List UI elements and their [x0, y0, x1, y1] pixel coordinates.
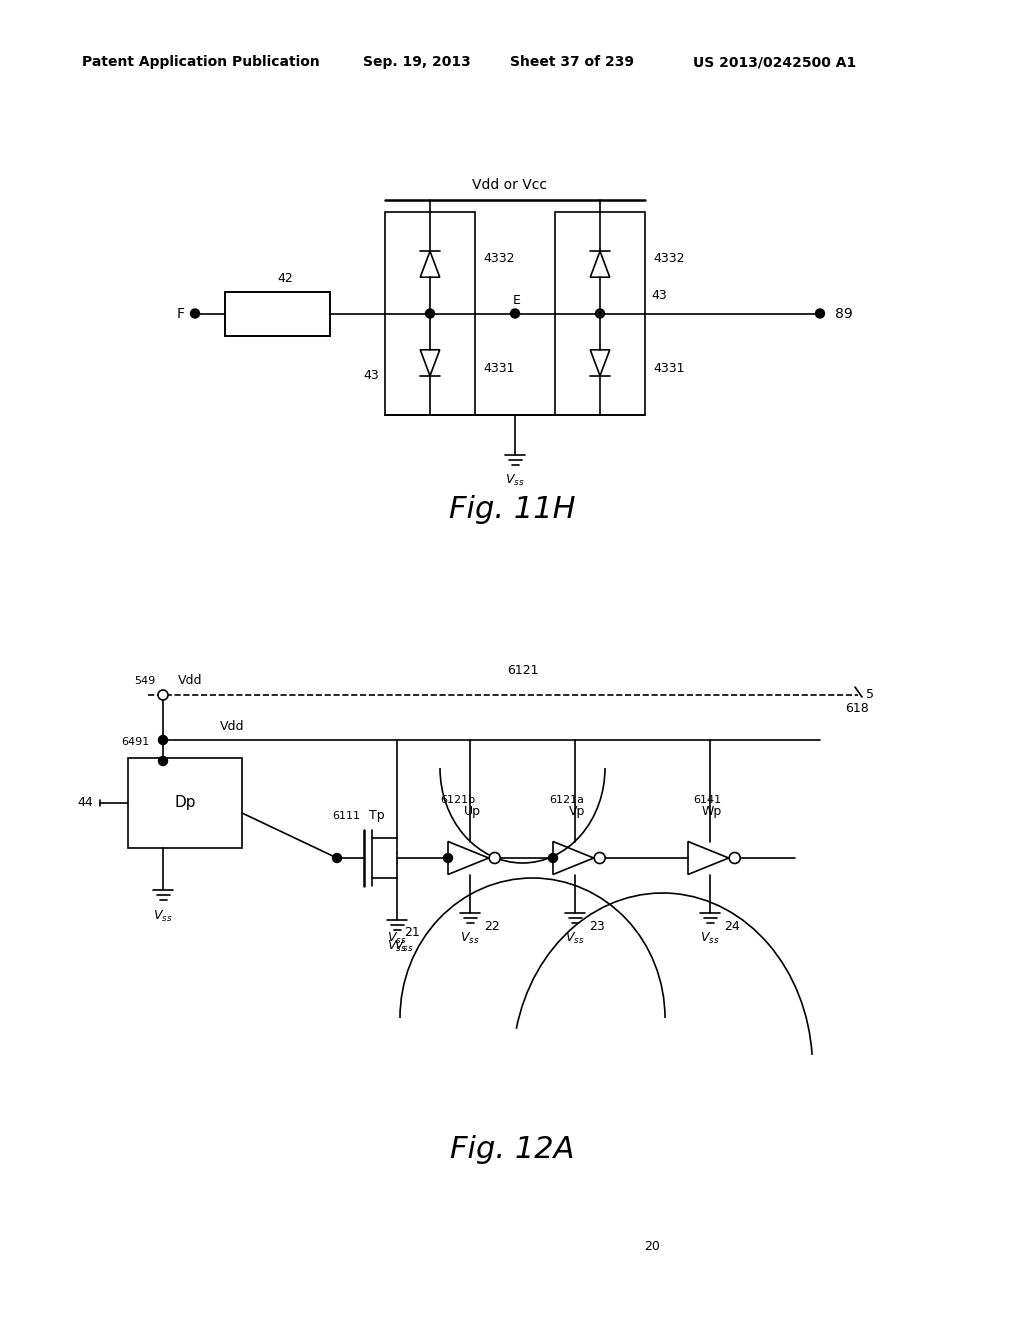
Bar	[225, 292, 330, 335]
Bar	[128, 758, 242, 847]
Text: US 2013/0242500 A1: US 2013/0242500 A1	[693, 55, 856, 69]
Bar	[385, 213, 475, 414]
Circle shape	[511, 309, 519, 318]
Text: Dp: Dp	[174, 796, 196, 810]
Circle shape	[443, 854, 453, 862]
Bar	[555, 213, 645, 414]
Text: Up: Up	[464, 804, 480, 817]
Text: $V_{ss}$: $V_{ss}$	[154, 908, 173, 924]
Text: 4331: 4331	[653, 362, 684, 375]
Text: $V_{ss}$: $V_{ss}$	[394, 939, 414, 953]
Text: 618: 618	[845, 702, 868, 715]
Text: $V_{ss}$: $V_{ss}$	[460, 931, 479, 945]
Bar	[226, 293, 329, 334]
Text: E: E	[513, 294, 521, 308]
Circle shape	[158, 690, 168, 700]
Text: 22: 22	[484, 920, 500, 933]
Text: 23: 23	[589, 920, 605, 933]
Text: 549: 549	[134, 676, 155, 686]
Text: Wp: Wp	[701, 804, 722, 817]
Text: 21: 21	[404, 927, 420, 940]
Text: 6141: 6141	[693, 795, 721, 805]
Text: $V_{ss}$: $V_{ss}$	[387, 931, 407, 945]
Text: $V_{ss}$: $V_{ss}$	[565, 931, 585, 945]
Circle shape	[190, 309, 200, 318]
Text: 44: 44	[77, 796, 93, 809]
Circle shape	[333, 854, 341, 862]
Text: 24: 24	[724, 920, 739, 933]
Circle shape	[159, 735, 168, 744]
Text: 6491: 6491	[122, 737, 150, 747]
Text: Vdd: Vdd	[220, 721, 245, 734]
Text: 89: 89	[835, 306, 853, 321]
Text: 4332: 4332	[653, 252, 684, 265]
Text: 6111: 6111	[332, 810, 360, 821]
Text: 6121b: 6121b	[440, 795, 475, 805]
Text: Vdd: Vdd	[178, 675, 203, 688]
Circle shape	[549, 854, 557, 862]
Text: $V_{ss}$: $V_{ss}$	[505, 473, 524, 487]
Text: F: F	[177, 306, 185, 321]
Text: Sheet 37 of 239: Sheet 37 of 239	[510, 55, 634, 69]
Bar	[225, 292, 330, 335]
Text: 4331: 4331	[483, 362, 514, 375]
Text: Fig. 12A: Fig. 12A	[450, 1135, 574, 1164]
Circle shape	[159, 756, 168, 766]
Circle shape	[596, 309, 604, 318]
Circle shape	[426, 309, 434, 318]
Circle shape	[729, 853, 740, 863]
Text: Vdd or Vcc: Vdd or Vcc	[472, 178, 548, 191]
Circle shape	[815, 309, 824, 318]
Text: 42: 42	[278, 272, 293, 285]
Text: 4332: 4332	[483, 252, 514, 265]
Text: $V_{ss}$: $V_{ss}$	[387, 939, 407, 953]
Text: Fig. 11H: Fig. 11H	[449, 495, 575, 524]
Text: Patent Application Publication: Patent Application Publication	[82, 55, 319, 69]
Text: Tp: Tp	[370, 809, 385, 822]
Text: 43: 43	[364, 368, 379, 381]
Text: 5: 5	[866, 689, 874, 701]
Text: Sep. 19, 2013: Sep. 19, 2013	[362, 55, 471, 69]
Text: 6121a: 6121a	[550, 795, 585, 805]
Text: 20: 20	[644, 1239, 660, 1253]
Circle shape	[594, 853, 605, 863]
Text: $V_{ss}$: $V_{ss}$	[700, 931, 720, 945]
Text: 43: 43	[651, 289, 667, 302]
Text: 6121: 6121	[507, 664, 539, 676]
Text: Vp: Vp	[568, 804, 585, 817]
Circle shape	[489, 853, 500, 863]
